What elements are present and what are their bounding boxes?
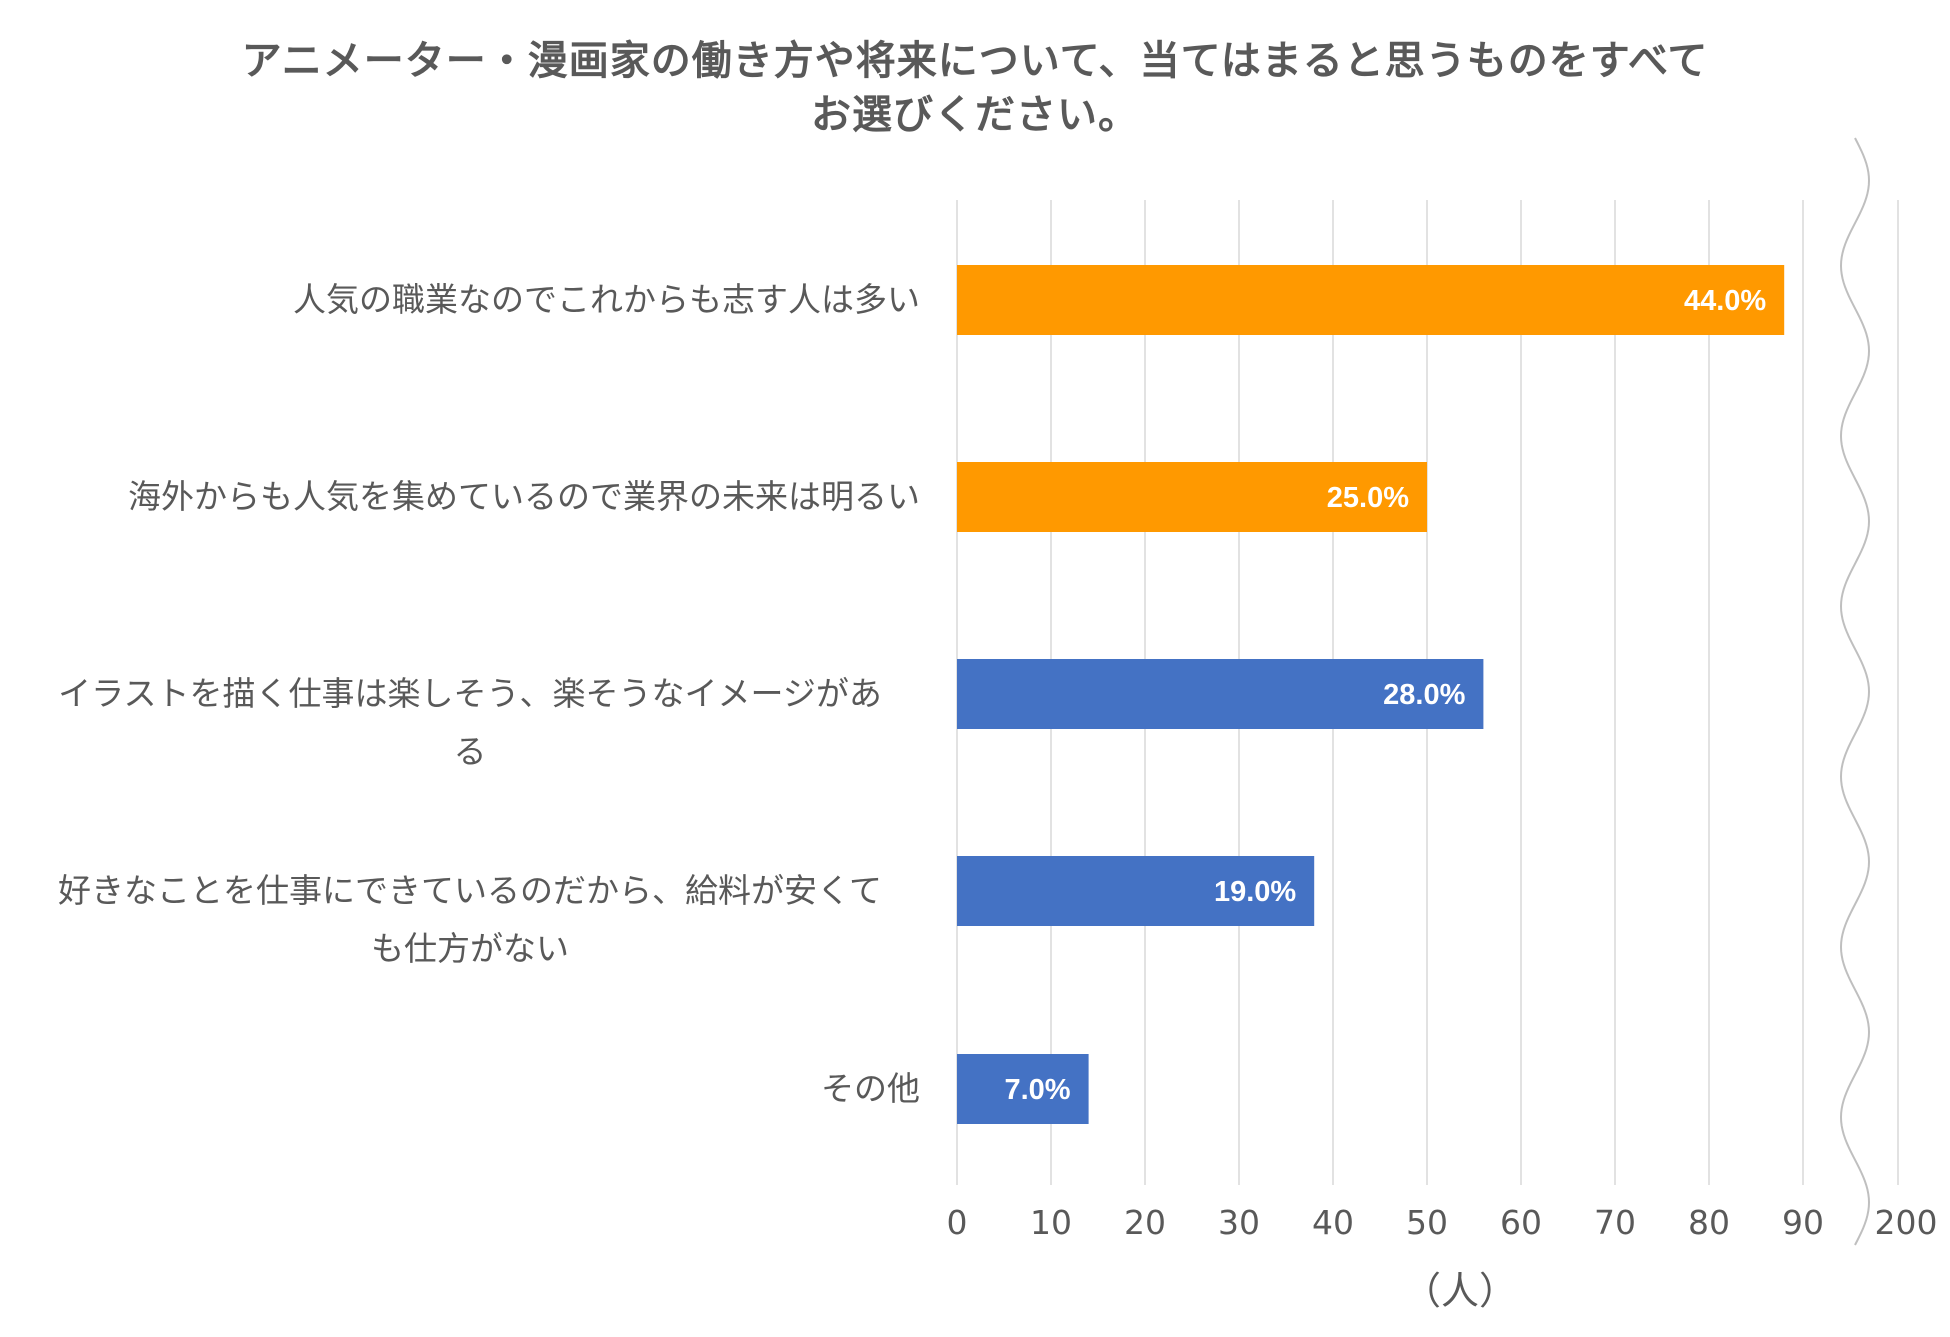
category-label-4-line-0: その他 [821,1069,920,1108]
x-tick-label-80: 80 [1688,1203,1730,1242]
category-label-2: イラストを描く仕事は楽しそう、楽そうなイメージがある [20,665,920,781]
category-label-4: その他 [20,1060,920,1118]
category-label-2-line-0: イラストを描く仕事は楽しそう、楽そうなイメージがあ [58,674,882,713]
category-label-1-line-0: 海外からも人気を集めているので業界の未来は明るい [128,477,920,516]
x-tick-label-10: 10 [1030,1203,1072,1242]
data-label-3: 19.0% [1214,876,1296,908]
chart-title-line-2: お選びください。 [811,92,1139,138]
category-label-1: 海外からも人気を集めているので業界の未来は明るい [20,468,920,526]
bar-2 [957,659,1484,729]
bars [957,265,1785,1124]
category-label-0: 人気の職業なのでこれからも志す人は多い [20,271,920,329]
data-label-2: 28.0% [1383,679,1465,711]
axis-break-line [1839,137,1871,1246]
bar-4 [957,1054,1089,1124]
data-labels: 44.0% 25.0% 28.0% 19.0% 7.0% [1004,285,1766,1106]
x-tick-label-30: 30 [1218,1203,1260,1242]
bar-1 [957,462,1427,532]
chart-title-line-1: アニメーター・漫画家の働き方や将来について、当てはまると思うものをすべて [241,38,1709,84]
x-tick-label-60: 60 [1500,1203,1542,1242]
category-label-3-line-0: 好きなことを仕事にできているのだから、給料が安くて [57,871,882,910]
category-label-3: 好きなことを仕事にできているのだから、給料が安くて も仕方がない [20,862,920,978]
category-label-2-line-1: る [453,732,487,771]
data-label-1: 25.0% [1327,482,1409,514]
x-axis-ticks: 0 10 20 30 40 50 60 70 80 90 200 [947,1203,1938,1242]
x-tick-label-20: 20 [1124,1203,1166,1242]
category-label-0-line-0: 人気の職業なのでこれからも志す人は多い [293,280,920,319]
x-axis-label: （人） [1402,1269,1517,1313]
x-tick-label-40: 40 [1312,1203,1354,1242]
category-label-3-line-1: も仕方がない [371,929,569,968]
x-tick-label-50: 50 [1406,1203,1448,1242]
data-label-0: 44.0% [1684,285,1766,317]
x-tick-label-break: 200 [1875,1203,1938,1242]
bar-0 [957,265,1785,335]
x-tick-label-90: 90 [1782,1203,1824,1242]
data-label-4: 7.0% [1004,1074,1070,1106]
bar-3 [957,856,1315,926]
x-tick-label-0: 0 [947,1203,968,1242]
x-tick-label-70: 70 [1594,1203,1636,1242]
